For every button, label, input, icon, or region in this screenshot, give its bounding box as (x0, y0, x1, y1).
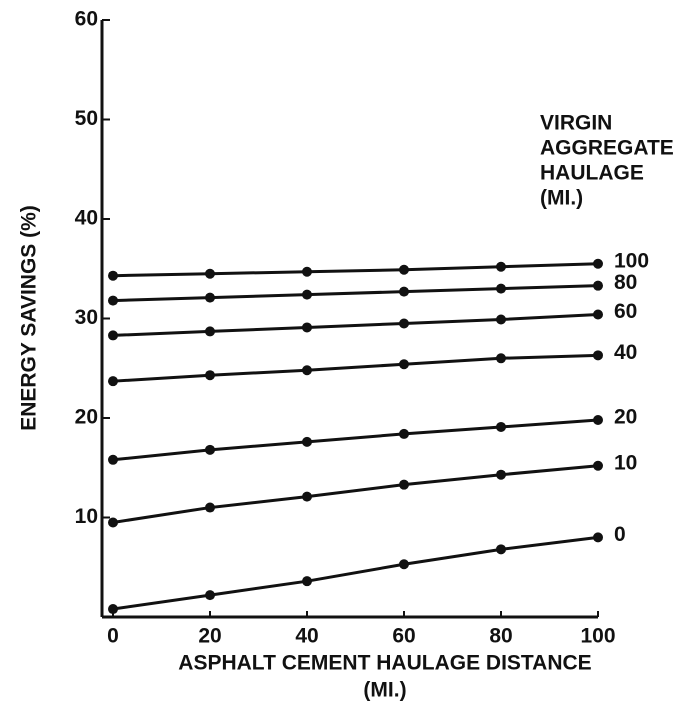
data-point (399, 428, 409, 439)
legend-title: VIRGIN (540, 112, 612, 135)
y-tick-label: 60 (75, 8, 98, 31)
series-label: 0 (614, 523, 626, 546)
data-point (205, 370, 215, 381)
data-point (108, 454, 118, 465)
x-axis-label: (MI.) (363, 679, 406, 702)
series-line (112, 353, 599, 383)
data-point (496, 314, 506, 325)
legend-title: (MI.) (540, 187, 583, 210)
data-point (302, 266, 312, 277)
data-point (593, 309, 603, 320)
data-point (593, 350, 603, 361)
series-line (112, 262, 599, 278)
data-point (593, 460, 603, 471)
data-point (108, 330, 118, 341)
data-point (205, 268, 215, 279)
series-line (112, 464, 599, 524)
data-point (302, 576, 312, 587)
y-tick-label: 10 (75, 505, 98, 528)
y-axis-label: ENERGY SAVINGS (%) (18, 205, 41, 431)
data-point (302, 491, 312, 502)
series-line (112, 313, 599, 337)
data-point (496, 544, 506, 555)
data-point (496, 283, 506, 294)
data-point (496, 469, 506, 480)
series-label: 100 (614, 249, 649, 272)
data-point (302, 436, 312, 447)
data-point (302, 289, 312, 300)
series-label: 60 (614, 300, 637, 323)
data-point (399, 359, 409, 370)
data-point (108, 517, 118, 528)
series-label: 20 (614, 406, 637, 429)
series-label: 40 (614, 341, 637, 364)
y-tick-label: 50 (75, 107, 98, 130)
data-point (399, 559, 409, 570)
data-point (593, 258, 603, 269)
x-tick-label: 60 (392, 625, 415, 648)
data-point (496, 421, 506, 432)
data-point (302, 365, 312, 376)
legend-title: HAULAGE (540, 162, 644, 185)
data-point (399, 479, 409, 490)
y-tick-label: 40 (75, 207, 98, 230)
series-line (112, 535, 599, 611)
data-point (205, 326, 215, 337)
series-label: 80 (614, 271, 637, 294)
data-point (108, 295, 118, 306)
data-point (399, 286, 409, 297)
data-point (496, 353, 506, 364)
data-point (399, 264, 409, 275)
x-tick-label: 80 (489, 625, 512, 648)
x-tick-label: 40 (295, 625, 318, 648)
data-point (108, 376, 118, 387)
data-point (108, 270, 118, 281)
data-point (496, 261, 506, 272)
x-tick-label: 0 (107, 625, 119, 648)
y-tick-label: 20 (75, 406, 98, 429)
data-point (593, 414, 603, 425)
x-tick-label: 100 (580, 625, 615, 648)
data-point (593, 280, 603, 291)
data-point (205, 292, 215, 303)
legend-title: AGGREGATE (540, 137, 674, 160)
x-axis-label: ASPHALT CEMENT HAULAGE DISTANCE (178, 652, 591, 675)
data-point (205, 590, 215, 601)
data-point (593, 532, 603, 543)
data-point (108, 604, 118, 615)
x-tick-label: 20 (198, 625, 221, 648)
series-line (112, 418, 599, 462)
data-point (399, 318, 409, 329)
series-line (112, 284, 599, 303)
series-label: 10 (614, 451, 637, 474)
data-point (205, 444, 215, 455)
y-tick-label: 30 (75, 306, 98, 329)
data-point (302, 322, 312, 333)
data-point (205, 502, 215, 513)
